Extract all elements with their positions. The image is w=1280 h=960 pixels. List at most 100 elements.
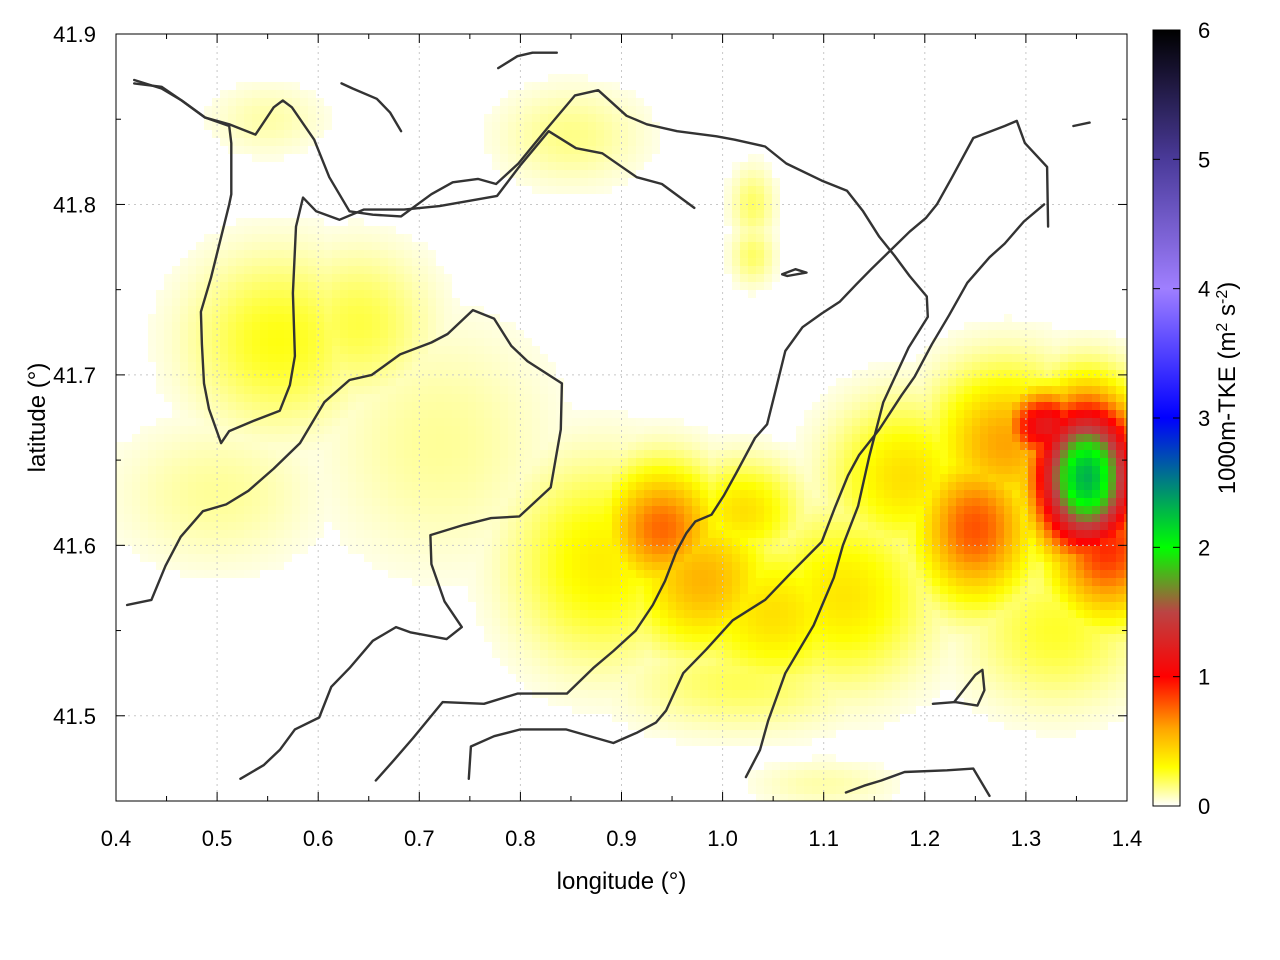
heatmap-cell <box>500 346 508 354</box>
heatmap-cell <box>284 338 292 346</box>
heatmap-cell <box>244 306 252 314</box>
heatmap-cell <box>348 314 356 322</box>
heatmap-cell <box>572 506 580 514</box>
heatmap-cell <box>316 450 324 458</box>
heatmap-cell <box>1092 386 1100 394</box>
heatmap-cell <box>1036 602 1044 610</box>
heatmap-cell <box>548 578 556 586</box>
heatmap-cell <box>996 594 1004 602</box>
heatmap-cell <box>964 546 972 554</box>
heatmap-cell <box>276 154 284 162</box>
heatmap-cell <box>948 370 956 378</box>
heatmap-cell <box>156 346 164 354</box>
heatmap-cell <box>748 282 756 290</box>
heatmap-cell <box>604 434 612 442</box>
heatmap-cell <box>1028 594 1036 602</box>
heatmap-cell <box>612 178 620 186</box>
heatmap-cell <box>836 482 844 490</box>
heatmap-cell <box>1036 362 1044 370</box>
heatmap-cell <box>596 442 604 450</box>
heatmap-cell <box>132 498 140 506</box>
heatmap-cell <box>596 530 604 538</box>
heatmap-cell <box>884 578 892 586</box>
heatmap-cell <box>812 506 820 514</box>
heatmap-cell <box>364 546 372 554</box>
heatmap-cell <box>916 386 924 394</box>
heatmap-cell <box>628 474 636 482</box>
heatmap-cell <box>1060 514 1068 522</box>
heatmap-cell <box>660 586 668 594</box>
heatmap-cell <box>404 546 412 554</box>
heatmap-cell <box>460 410 468 418</box>
heatmap-cell <box>292 106 300 114</box>
heatmap-cell <box>1092 450 1100 458</box>
heatmap-cell <box>252 250 260 258</box>
heatmap-cell <box>492 402 500 410</box>
heatmap-cell <box>244 258 252 266</box>
heatmap-cell <box>1124 386 1127 394</box>
heatmap-cell <box>244 226 252 234</box>
heatmap-cell <box>212 490 220 498</box>
heatmap-cell <box>932 426 940 434</box>
heatmap-cell <box>308 530 316 538</box>
heatmap-cell <box>596 90 604 98</box>
heatmap-cell <box>444 410 452 418</box>
heatmap-cell <box>340 506 348 514</box>
heatmap-cell <box>572 146 580 154</box>
heatmap-cell <box>620 490 628 498</box>
heatmap-cell <box>748 234 756 242</box>
heatmap-cell <box>596 490 604 498</box>
heatmap-cell <box>1124 602 1127 610</box>
heatmap-cell <box>860 514 868 522</box>
heatmap-cell <box>140 458 148 466</box>
heatmap-cell <box>692 530 700 538</box>
heatmap-cell <box>476 482 484 490</box>
heatmap-cell <box>676 474 684 482</box>
heatmap-cell <box>268 378 276 386</box>
heatmap-cell <box>460 386 468 394</box>
heatmap-cell <box>644 594 652 602</box>
heatmap-cell <box>892 522 900 530</box>
heatmap-cell <box>1116 386 1124 394</box>
heatmap-cell <box>940 482 948 490</box>
heatmap-cell <box>332 258 340 266</box>
heatmap-cell <box>1068 482 1076 490</box>
heatmap-cell <box>124 498 132 506</box>
heatmap-cell <box>572 594 580 602</box>
heatmap-cell <box>780 450 788 458</box>
heatmap-cell <box>1004 570 1012 578</box>
heatmap-cell <box>1036 410 1044 418</box>
heatmap-cell <box>716 490 724 498</box>
heatmap-cell <box>764 618 772 626</box>
heatmap-cell <box>540 362 548 370</box>
heatmap-cell <box>404 442 412 450</box>
heatmap-cell <box>380 418 388 426</box>
heatmap-cell <box>1076 378 1084 386</box>
heatmap-cell <box>228 434 236 442</box>
heatmap-cell <box>812 546 820 554</box>
heatmap-cell <box>396 314 404 322</box>
heatmap-cell <box>748 594 756 602</box>
heatmap-cell <box>1092 402 1100 410</box>
heatmap-cell <box>244 354 252 362</box>
heatmap-cell <box>180 346 188 354</box>
heatmap-cell <box>540 410 548 418</box>
heatmap-cell <box>588 530 596 538</box>
heatmap-cell <box>244 218 252 226</box>
heatmap-cell <box>324 322 332 330</box>
heatmap-cell <box>148 474 156 482</box>
heatmap-cell <box>1076 602 1084 610</box>
heatmap-cell <box>532 90 540 98</box>
heatmap-cell <box>388 354 396 362</box>
heatmap-cell <box>308 250 316 258</box>
heatmap-cell <box>308 402 316 410</box>
heatmap-cell <box>940 434 948 442</box>
heatmap-cell <box>268 522 276 530</box>
heatmap-cell <box>196 338 204 346</box>
heatmap-cell <box>284 498 292 506</box>
heatmap-cell <box>444 322 452 330</box>
heatmap-cell <box>580 482 588 490</box>
heatmap-cell <box>556 618 564 626</box>
heatmap-cell <box>1116 602 1124 610</box>
heatmap-cell <box>364 410 372 418</box>
